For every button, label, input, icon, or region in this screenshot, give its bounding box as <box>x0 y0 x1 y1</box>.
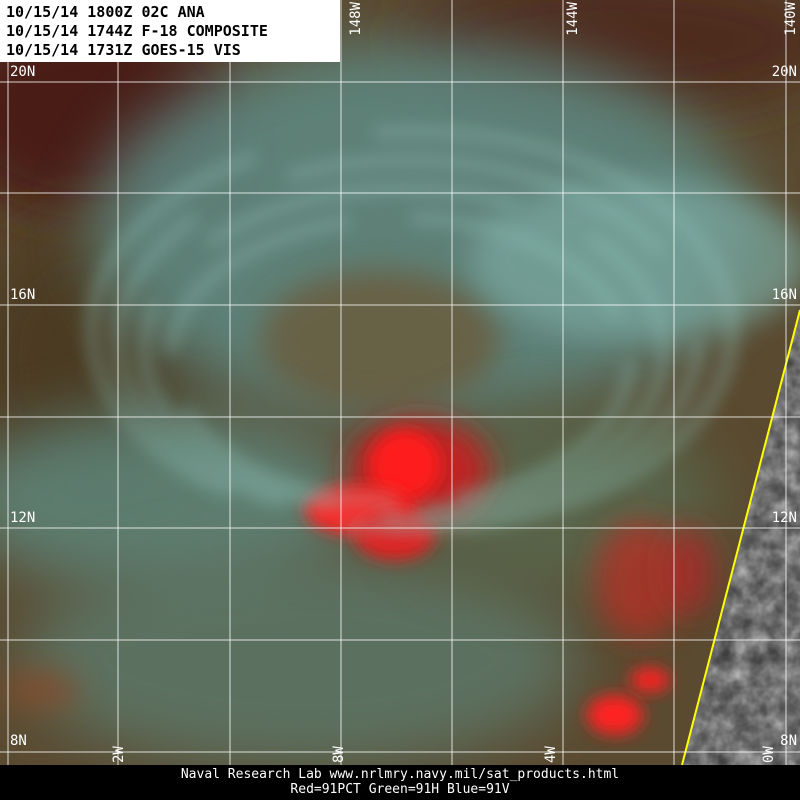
cloud-feature <box>630 668 670 692</box>
cloud-feature <box>470 180 800 340</box>
header-line: 10/15/14 1800Z 02C ANA <box>6 3 205 21</box>
lat-label: 16N <box>10 287 35 303</box>
cloud-feature <box>260 270 500 410</box>
header-line: 10/15/14 1731Z GOES-15 VIS <box>6 41 241 59</box>
lon-label: 148W <box>348 1 364 35</box>
lat-label: 16N <box>772 287 797 303</box>
lat-label: 20N <box>10 64 35 80</box>
footer-line: Red=91PCT Green=91H Blue=91V <box>290 782 509 797</box>
footer-line: Naval Research Lab www.nrlmry.navy.mil/s… <box>181 767 619 782</box>
spiral-band <box>137 181 671 519</box>
lat-label: 8N <box>10 733 27 749</box>
lon-label: 4W <box>543 746 559 763</box>
header-line: 10/15/14 1744Z F-18 COMPOSITE <box>6 22 268 40</box>
lon-label: 144W <box>565 1 581 35</box>
cloud-feature <box>370 430 440 500</box>
lon-label: 0W <box>761 746 777 763</box>
cloud-feature <box>0 410 360 590</box>
cloud-feature <box>595 520 685 640</box>
imagery: 20N 20N 16N 16N 12N 12N 8N 8N 148W 144W 140W 2W 8W 4W… <box>0 0 800 765</box>
cloud-feature <box>587 695 643 735</box>
lat-label: 12N <box>772 510 797 526</box>
header-box <box>0 0 340 62</box>
footer-band <box>0 765 800 800</box>
lon-label: 140W <box>783 1 799 35</box>
cloud-feature <box>0 670 80 710</box>
terminator-line <box>681 309 800 765</box>
spiral-band <box>163 210 637 510</box>
lat-label: 8N <box>780 733 797 749</box>
lat-label: 20N <box>772 64 797 80</box>
cloud-feature <box>665 525 715 615</box>
lon-label: 2W <box>111 746 127 763</box>
lon-label: 8W <box>331 746 347 763</box>
lat-label: 12N <box>10 510 35 526</box>
cloud-feature <box>20 550 580 765</box>
